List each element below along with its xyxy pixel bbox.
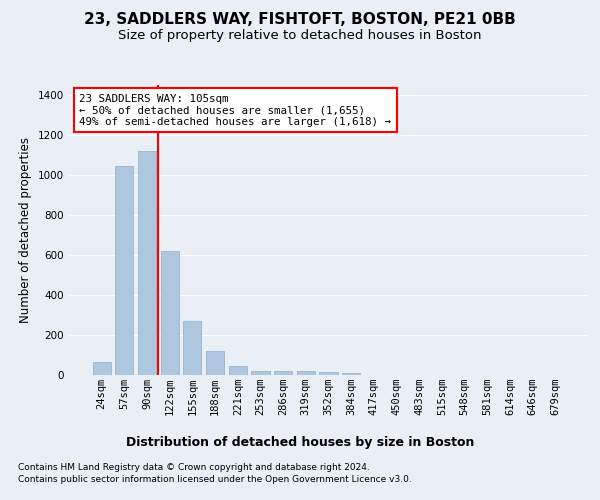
Text: Contains HM Land Registry data © Crown copyright and database right 2024.: Contains HM Land Registry data © Crown c… [18,463,370,472]
Bar [115,166,133,375]
Text: Distribution of detached houses by size in Boston: Distribution of detached houses by size … [126,436,474,449]
Bar [161,252,179,375]
Text: Contains public sector information licensed under the Open Government Licence v3: Contains public sector information licen… [18,474,412,484]
Bar [138,151,156,375]
Text: 23, SADDLERS WAY, FISHTOFT, BOSTON, PE21 0BB: 23, SADDLERS WAY, FISHTOFT, BOSTON, PE21… [84,12,516,28]
Bar [229,366,247,375]
Text: Size of property relative to detached houses in Boston: Size of property relative to detached ho… [118,29,482,42]
Bar [206,351,224,375]
Bar [184,321,202,375]
Bar [342,373,360,375]
Text: 23 SADDLERS WAY: 105sqm
← 50% of detached houses are smaller (1,655)
49% of semi: 23 SADDLERS WAY: 105sqm ← 50% of detache… [79,94,391,127]
Bar [319,372,338,375]
Bar [92,362,111,375]
Bar [297,372,315,375]
Bar [274,372,292,375]
Bar [251,370,269,375]
Y-axis label: Number of detached properties: Number of detached properties [19,137,32,323]
